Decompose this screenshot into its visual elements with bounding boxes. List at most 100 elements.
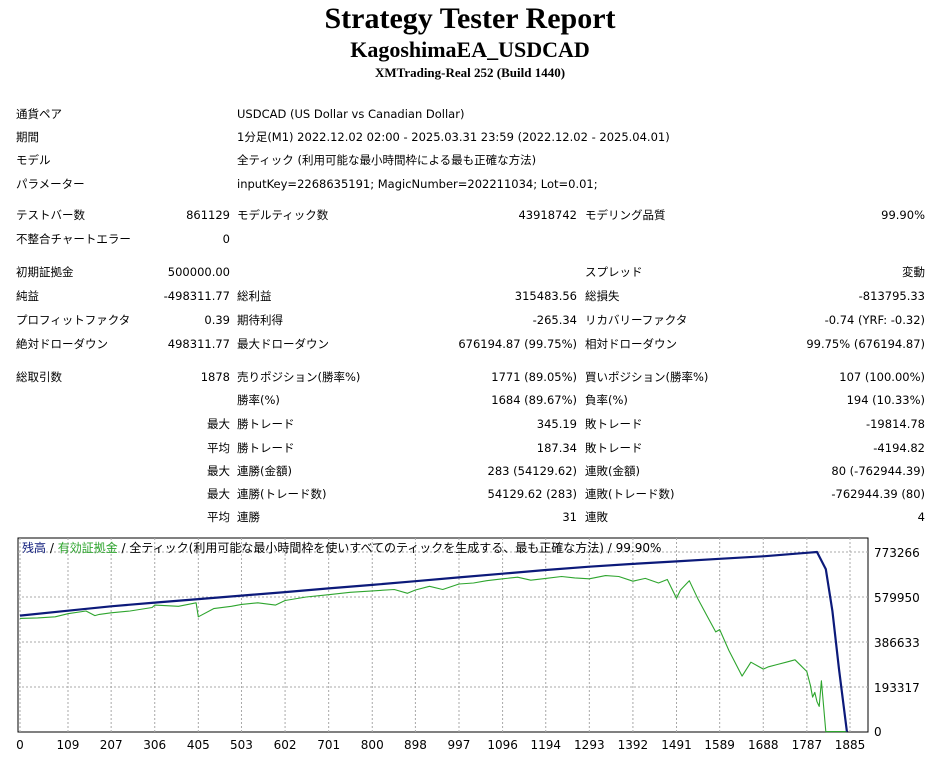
abs-drawdown-value: 498311.77 xyxy=(167,337,230,351)
long-positions-label: 買いポジション(勝率%) xyxy=(585,370,709,384)
chart-grid xyxy=(18,538,868,732)
x-tick-label: 503 xyxy=(230,738,253,752)
x-tick-label: 1787 xyxy=(792,738,823,752)
legend-description: 全ティック(利用可能な最小時間枠を使いすべてのティックを生成する、最も正確な方法… xyxy=(129,540,661,555)
max-label: 最大 xyxy=(207,417,230,431)
y-axis-ticks: 773266 579950 386633 193317 0 xyxy=(874,546,920,739)
x-tick-label: 1688 xyxy=(748,738,779,752)
gross-loss-value: -813795.33 xyxy=(858,289,925,303)
x-tick-label: 898 xyxy=(404,738,427,752)
avg-win-trade-value: 187.34 xyxy=(536,441,577,455)
profit-factor-label: プロフィットファクタ xyxy=(16,313,131,327)
equity-line xyxy=(19,575,847,733)
max-loss-trade-label: 敗トレード xyxy=(585,417,643,431)
period-label: 期間 xyxy=(16,130,39,144)
x-tick-label: 602 xyxy=(274,738,297,752)
test-bars-label: テストバー数 xyxy=(16,208,85,222)
initial-deposit-value: 500000.00 xyxy=(167,265,230,279)
avg-loss-trade-value: -4194.82 xyxy=(873,441,925,455)
legend-sep: / xyxy=(46,541,58,555)
win-rate-label: 勝率(%) xyxy=(237,393,280,407)
max-label: 最大 xyxy=(207,487,230,501)
y-tick-label: 773266 xyxy=(874,546,920,560)
legend-sep: / xyxy=(118,541,130,555)
max-consec-wins-amt-label: 連勝(金額) xyxy=(237,464,292,478)
rel-drawdown-label: 相対ドローダウン xyxy=(585,337,677,351)
avg-label: 平均 xyxy=(207,441,230,455)
max-win-trade-label: 勝トレード xyxy=(237,417,295,431)
legend-equity: 有効証拠金 xyxy=(58,540,118,555)
net-profit-value: -498311.77 xyxy=(163,289,230,303)
win-rate-value: 1684 (89.67%) xyxy=(491,393,577,407)
model-quality-value: 99.90% xyxy=(881,208,925,222)
gross-profit-label: 総利益 xyxy=(237,289,272,303)
spread-value: 変動 xyxy=(902,265,925,279)
max-drawdown-value: 676194.87 (99.75%) xyxy=(458,337,577,351)
pair-label: 通貨ペア xyxy=(16,107,62,121)
model-label: モデル xyxy=(16,153,51,167)
gross-loss-label: 総損失 xyxy=(585,289,620,303)
model-ticks-value: 43918742 xyxy=(518,208,577,222)
profit-factor-value: 0.39 xyxy=(204,313,230,327)
x-tick-label: 405 xyxy=(187,738,210,752)
max-consec-wins-amt-value: 283 (54129.62) xyxy=(487,464,577,478)
x-tick-label: 1096 xyxy=(487,738,518,752)
plot-frame xyxy=(17,537,869,733)
model-quality-label: モデリング品質 xyxy=(585,208,666,222)
avg-win-trade-label: 勝トレード xyxy=(237,441,295,455)
ea-name: KagoshimaEA_USDCAD xyxy=(350,37,590,62)
x-tick-label: 1194 xyxy=(530,738,561,752)
avg-label: 平均 xyxy=(207,510,230,524)
chart-legend: 残高 / 有効証拠金 / 全ティック(利用可能な最小時間枠を使いすべてのティック… xyxy=(22,540,661,555)
total-trades-label: 総取引数 xyxy=(16,370,62,384)
mismatch-value: 0 xyxy=(222,232,230,246)
x-tick-label: 1293 xyxy=(574,738,605,752)
loss-rate-label: 負率(%) xyxy=(585,393,628,407)
x-tick-label: 1589 xyxy=(704,738,735,752)
x-tick-label: 1491 xyxy=(661,738,692,752)
x-tick-label: 1392 xyxy=(618,738,649,752)
mismatch-label: 不整合チャートエラー xyxy=(16,232,131,246)
avg-consec-wins-value: 31 xyxy=(562,510,577,524)
total-trades-value: 1878 xyxy=(200,370,230,384)
balance-chart: 773266 579950 386633 193317 0 0 109 207 306 405 5… xyxy=(0,536,940,755)
max-loss-trade-value: -19814.78 xyxy=(865,417,925,431)
max-drawdown-label: 最大ドローダウン xyxy=(237,337,329,351)
max-consec-losses-trades-value: -762944.39 (80) xyxy=(831,487,925,501)
abs-drawdown-label: 絶対ドローダウン xyxy=(16,337,108,351)
gross-profit-value: 315483.56 xyxy=(514,289,577,303)
net-profit-label: 純益 xyxy=(16,289,39,303)
x-tick-label: 1885 xyxy=(835,738,866,752)
initial-deposit-label: 初期証拠金 xyxy=(16,265,74,279)
short-positions-label: 売りポジション(勝率%) xyxy=(237,370,361,384)
x-tick-label: 109 xyxy=(57,738,80,752)
report-title: Strategy Tester Report xyxy=(324,2,616,35)
x-axis-ticks: 0 109 207 306 405 503 602 701 800 898 997 1096 1194 1… xyxy=(16,738,865,752)
max-win-trade-value: 345.19 xyxy=(536,417,577,431)
x-tick-label: 997 xyxy=(448,738,471,752)
server-info: XMTrading-Real 252 (Build 1440) xyxy=(374,65,566,80)
pair-value: USDCAD (US Dollar vs Canadian Dollar) xyxy=(237,107,465,121)
rel-drawdown-value: 99.75% (676194.87) xyxy=(806,337,925,351)
max-consec-losses-trades-label: 連敗(トレード数) xyxy=(585,487,675,501)
balance-line xyxy=(19,550,848,732)
x-tick-label: 306 xyxy=(143,738,166,752)
max-consec-wins-trades-value: 54129.62 (283) xyxy=(487,487,577,501)
recovery-factor-label: リカバリーファクタ xyxy=(585,313,688,327)
avg-consec-losses-value: 4 xyxy=(917,510,925,524)
chart-lines xyxy=(19,550,848,733)
recovery-factor-value: -0.74 (YRF: -0.32) xyxy=(824,313,925,327)
x-tick-label: 0 xyxy=(16,738,24,752)
balance-chart-svg: 773266 579950 386633 193317 0 0 109 207 306 405 5… xyxy=(16,537,920,752)
avg-consec-wins-label: 連勝 xyxy=(237,510,260,524)
loss-rate-value: 194 (10.33%) xyxy=(846,393,925,407)
y-tick-label: 386633 xyxy=(874,636,920,650)
max-label: 最大 xyxy=(207,464,230,478)
x-tick-label: 701 xyxy=(317,738,340,752)
max-consec-wins-trades-label: 連勝(トレード数) xyxy=(237,487,327,501)
avg-loss-trade-label: 敗トレード xyxy=(585,441,643,455)
x-tick-label: 800 xyxy=(361,738,384,752)
short-positions-value: 1771 (89.05%) xyxy=(491,370,577,384)
params-value: inputKey=2268635191; MagicNumber=2022110… xyxy=(237,177,598,191)
x-tick-label: 207 xyxy=(100,738,123,752)
